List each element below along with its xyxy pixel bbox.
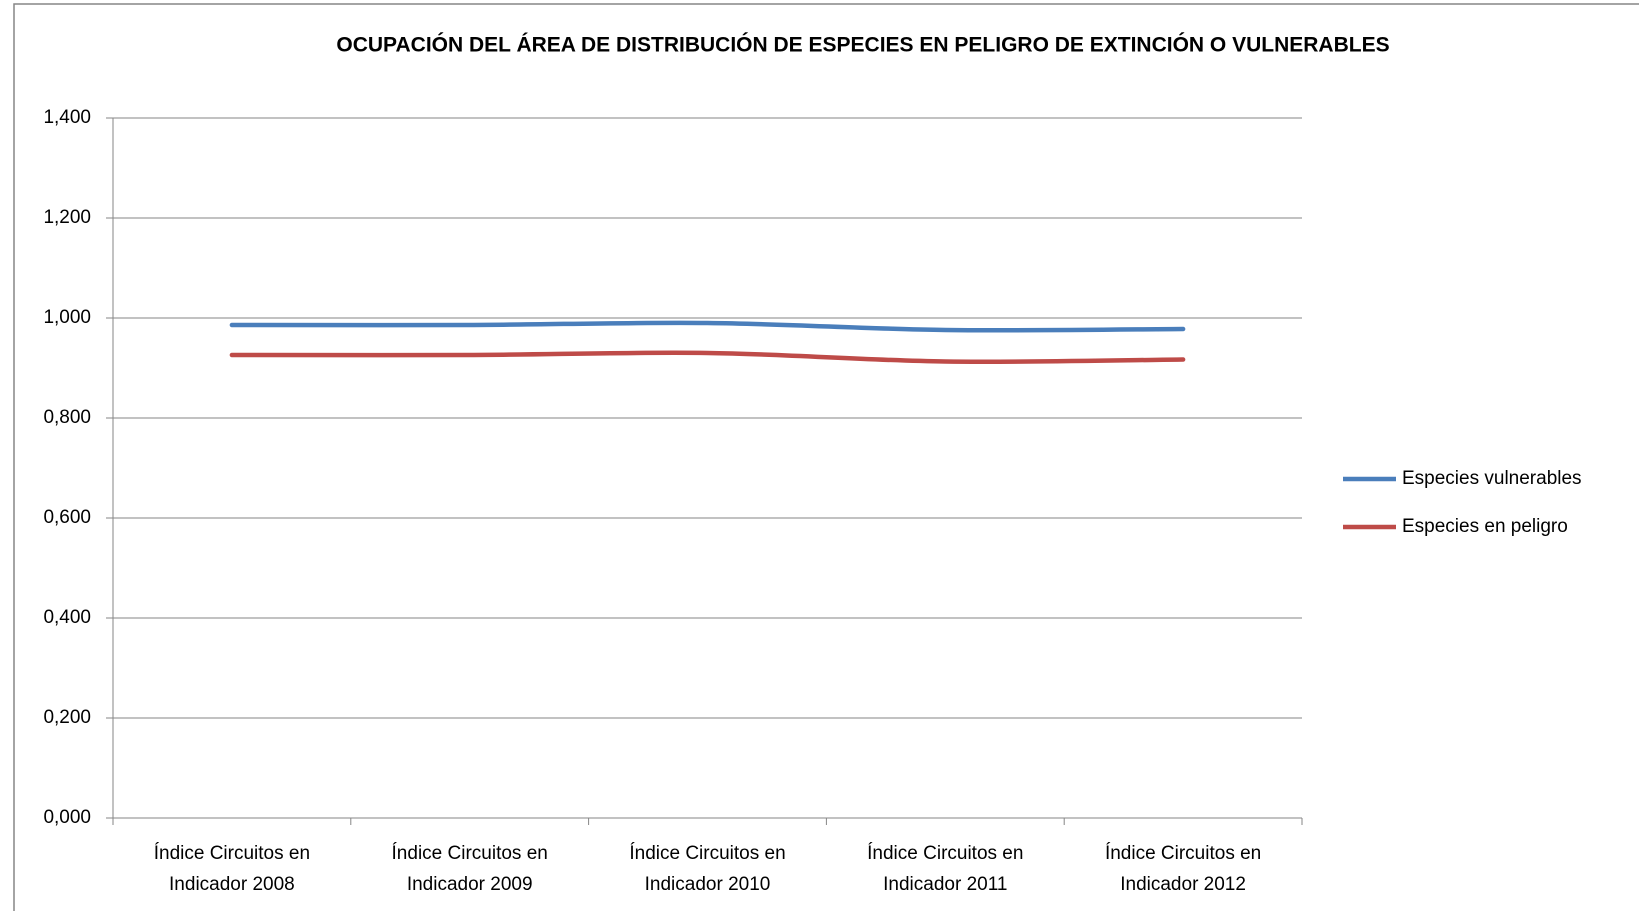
x-tick-label: Índice Circuitos en Indicador 2009 <box>391 843 548 895</box>
y-tick-label: 0,600 <box>43 507 91 528</box>
y-tick-label: 1,200 <box>43 207 91 228</box>
x-tick-label: Índice Circuitos en Indicador 2010 <box>629 843 786 895</box>
y-tick-label: 0,000 <box>43 807 91 828</box>
legend-label: Especies en peligro <box>1402 516 1568 537</box>
series-line <box>229 350 1186 364</box>
x-tick-label: Índice Circuitos en Indicador 2011 <box>867 843 1024 895</box>
series-line <box>229 320 1186 333</box>
chart-title: OCUPACIÓN DEL ÁREA DE DISTRIBUCIÓN DE ES… <box>336 33 1389 57</box>
y-tick-label: 1,000 <box>43 307 91 328</box>
x-tick-label: Índice Circuitos en Indicador 2008 <box>153 843 311 895</box>
chart-border <box>13 3 1639 911</box>
y-tick-label: 0,200 <box>43 707 91 728</box>
y-tick-label: 0,800 <box>43 407 91 428</box>
y-tick-label: 1,400 <box>43 107 91 128</box>
y-tick-label: 0,400 <box>43 607 91 628</box>
x-tick-label: Índice Circuitos en Indicador 2012 <box>1104 843 1262 895</box>
legend-label: Especies vulnerables <box>1402 468 1582 489</box>
